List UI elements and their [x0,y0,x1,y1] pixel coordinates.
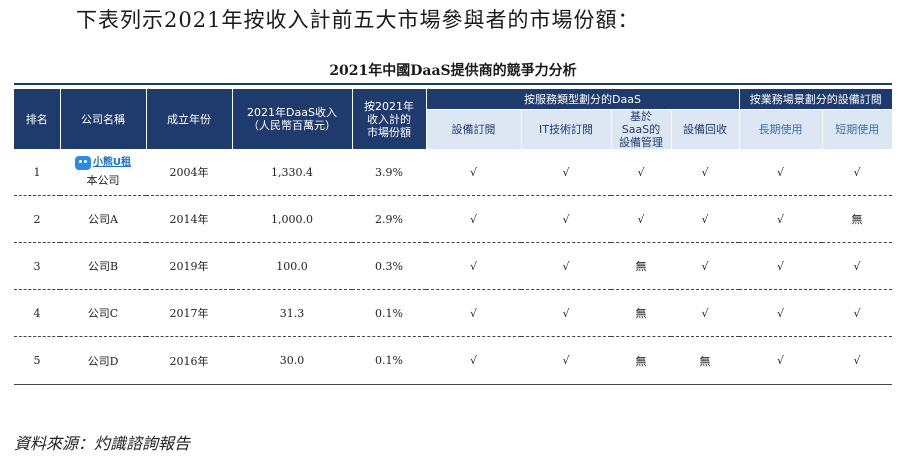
revenue-cell: 100.0 [232,242,352,290]
founded-cell: 2004年 [146,149,232,196]
founded-cell: 2019年 [146,242,232,290]
table-row: 1 小熊U租 本公司 2004年 1,330.4 3.9% √ √ √ √ √ … [14,149,892,196]
mark-cell: √ [822,242,892,290]
company-name: 公司A [60,195,146,243]
subheader-saas-device-management: 基於 SaaS的 設備管理 [611,109,672,149]
share-cell: 0.3% [352,242,426,290]
mark-cell: √ [426,336,521,385]
header-company: 公司名稱 [60,89,147,149]
rank-cell: 1 [14,149,60,196]
rank-cell: 5 [14,336,60,385]
bear-logo-icon [74,156,91,170]
mark-cell: √ [521,195,611,243]
mark-cell: √ [521,149,611,196]
intro-text: 下表列示2021年按收入計前五大市場參與者的市場份額： [76,8,640,32]
table-row: 2 公司A 2014年 1,000.0 2.9% √ √ √ √ √ 無 [14,195,892,243]
company-name: 公司D [60,336,146,385]
mark-cell: √ [671,195,739,243]
mark-cell: √ [426,242,521,290]
revenue-cell: 1,330.4 [232,149,352,196]
mark-cell: √ [739,242,822,290]
header-group-service-type: 按服務類型劃分的DaaS [426,89,740,110]
mark-cell: √ [671,149,739,196]
company-name: 本公司 [86,174,120,187]
revenue-cell: 30.0 [232,336,352,385]
mark-cell: 無 [611,336,671,385]
mark-cell: √ [426,289,521,337]
mark-cell: 無 [611,289,671,337]
mark-cell: √ [822,336,892,385]
rank-cell: 4 [14,289,60,337]
table-row: 5 公司D 2016年 30.0 0.1% √ √ 無 無 √ √ [14,336,892,385]
mark-cell: √ [739,195,822,243]
share-cell: 3.9% [352,149,426,196]
mark-cell: √ [822,149,892,196]
header-market-share: 按2021年 收入計的 市場份額 [352,89,427,149]
mark-cell: 無 [822,195,892,243]
subheader-short-term-use: 短期使用 [822,109,892,149]
company-logo: 小熊U租 [74,156,132,170]
mark-cell: √ [426,149,521,196]
share-cell: 0.1% [352,289,426,337]
subheader-it-subscription: IT技術訂閱 [521,109,612,149]
header-revenue: 2021年DaaS收入 （人民幣百萬元） [232,89,353,149]
rank-cell: 2 [14,195,60,243]
mark-cell: √ [611,195,671,243]
subheader-device-recycling: 設備回收 [671,109,740,149]
header-group-business-scene: 按業務場景劃分的設備訂閱 [739,89,892,110]
mark-cell: √ [426,195,521,243]
share-cell: 2.9% [352,195,426,243]
share-cell: 0.1% [352,336,426,385]
mark-cell: √ [521,242,611,290]
mark-cell: √ [671,242,739,290]
founded-cell: 2017年 [146,289,232,337]
mark-cell: √ [521,336,611,385]
rank-cell: 3 [14,242,60,290]
mark-cell: √ [739,149,822,196]
company-cell: 小熊U租 本公司 [60,149,146,196]
mark-cell: √ [521,289,611,337]
table-row: 4 公司C 2017年 31.3 0.1% √ √ 無 √ √ √ [14,289,892,337]
mark-cell: √ [739,336,822,385]
company-name: 公司B [60,242,146,290]
logo-text: 小熊U租 [92,157,132,168]
subheader-long-term-use: 長期使用 [739,109,823,149]
mark-cell: √ [739,289,822,337]
source-note: 資料來源：灼識諮詢報告 [14,434,191,453]
revenue-cell: 1,000.0 [232,195,352,243]
revenue-cell: 31.3 [232,289,352,337]
mark-cell: √ [671,289,739,337]
mark-cell: 無 [671,336,739,385]
mark-cell: √ [611,149,671,196]
competition-table: 排名 公司名稱 成立年份 2021年DaaS收入 （人民幣百萬元） 按2021年… [14,89,892,385]
header-founded: 成立年份 [146,89,233,149]
founded-cell: 2014年 [146,195,232,243]
header-rank: 排名 [14,89,61,149]
table-top-rule [14,83,892,85]
founded-cell: 2016年 [146,336,232,385]
company-name: 公司C [60,289,146,337]
mark-cell: 無 [611,242,671,290]
table-title: 2021年中國DaaS提供商的競爭力分析 [329,63,577,79]
mark-cell: √ [822,289,892,337]
table-row: 3 公司B 2019年 100.0 0.3% √ √ 無 √ √ √ [14,242,892,290]
subheader-device-subscription: 設備訂閱 [426,109,522,149]
